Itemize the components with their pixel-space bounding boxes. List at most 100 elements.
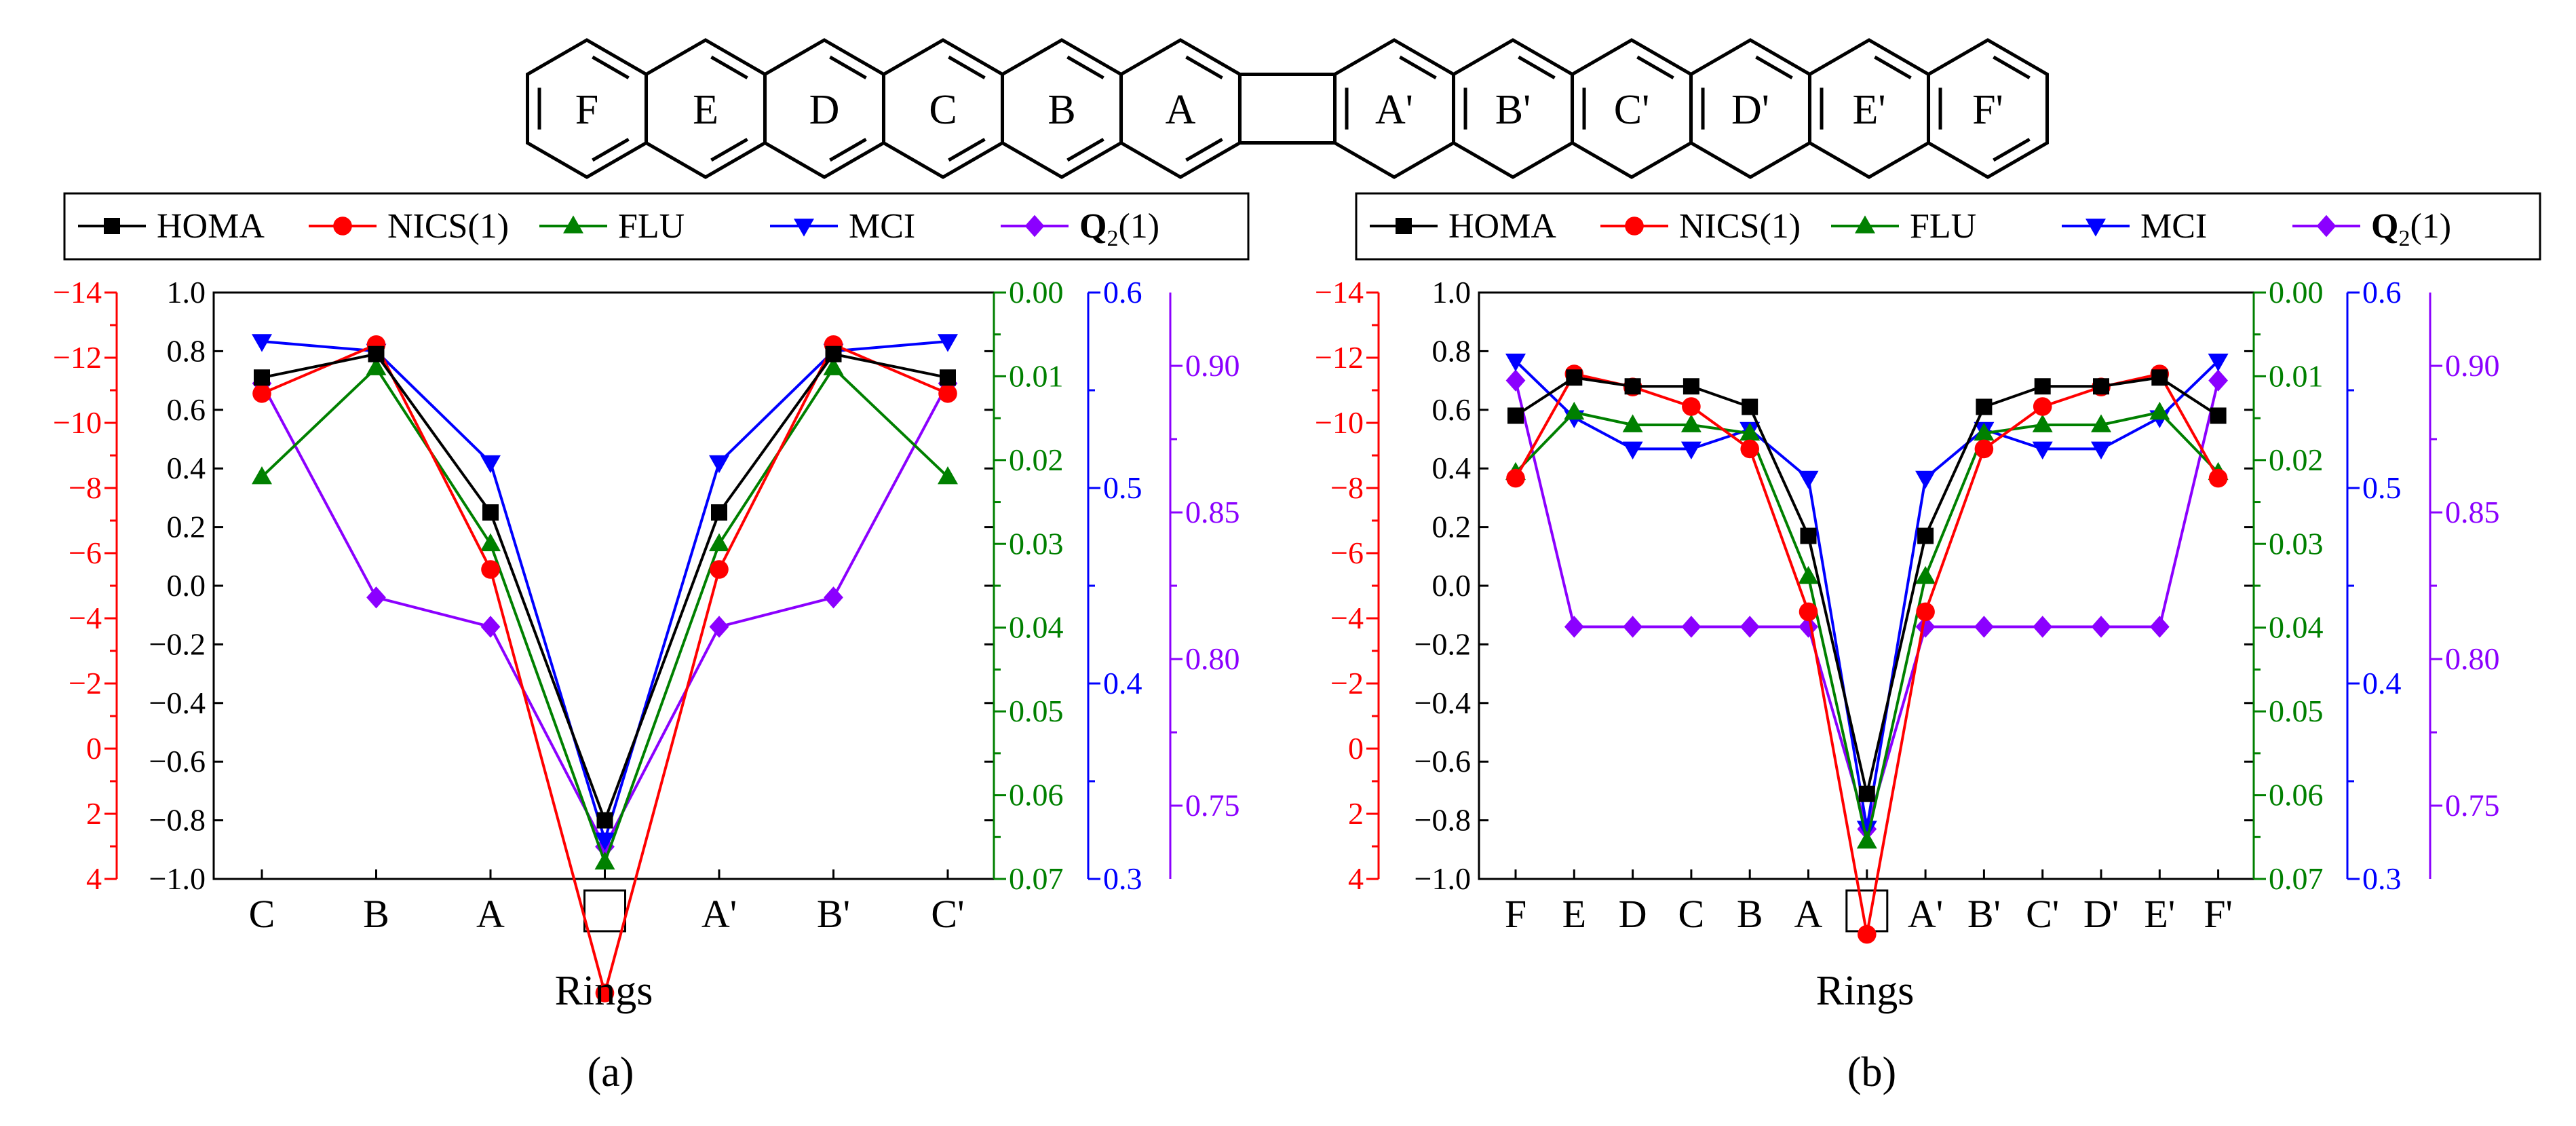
axis-tick-label: 0.4 [1103,666,1142,700]
homa-tick-label: 0.0 [1432,568,1472,603]
double-bond [1874,55,1912,79]
axis-tick-label: −12 [1315,340,1364,375]
data-point [2091,441,2111,459]
legend-marker [333,217,352,236]
x-axis-label: Rings [555,968,653,1014]
series-line [261,352,948,822]
data-point [709,616,729,638]
axis-q21: 0.75 0.80 0.85 0.90 [2429,293,2500,879]
axis-tick-label: 0.90 [2445,348,2500,383]
data-point [1505,369,1526,392]
axis-tick-label: −4 [69,601,102,635]
series-homa [254,345,956,829]
data-point [1916,602,1935,622]
data-point [2032,414,2053,432]
data-point [1682,397,1701,416]
axis-tick-label: 0.01 [1009,358,1064,393]
axis-tick-label: 0.80 [2445,641,2500,676]
x-tick-label: A [1794,892,1823,936]
axis-tick-label: 0.5 [2362,470,2402,505]
data-point [1915,616,1936,638]
data-point [1917,527,1934,544]
legend-label: Q2(1) [1079,207,1159,251]
double-bond [948,138,986,162]
legend-label: FLU [618,207,685,246]
data-point [1858,785,1875,802]
series-line [261,382,949,848]
data-point [1742,398,1758,415]
legend-label-text: FLU [618,207,685,246]
double-bond [1755,55,1793,79]
data-point [252,384,271,403]
x-tick-label: E [1562,892,1586,936]
legend-marker [2085,219,2106,237]
legend-marker [2316,214,2337,238]
axis-tick-label: −14 [53,275,102,309]
legend-marker [794,219,814,237]
ring-label: C' [1614,87,1650,133]
data-point [1856,821,1877,839]
data-point [940,369,956,386]
data-point [2093,378,2109,395]
data-point [1856,830,1877,849]
axis-q21: 0.75 0.80 0.85 0.90 [1169,293,1240,879]
homa-tick-label: −0.2 [1415,626,1471,661]
double-bond [592,55,630,79]
data-point [1506,468,1525,488]
ring-label: D' [1731,87,1769,133]
legend-item: NICS(1) [1600,207,1801,246]
chart-panel-a: HOMA NICS(1) FLU MCI Q2(1)−1.0−0.8−0.6−0.4−0… [53,192,1250,1095]
legend-label-subscript: 2 [2398,226,2410,251]
data-point [1681,616,1702,638]
legend-marker [1625,217,1644,236]
homa-tick-label: 0.2 [1432,510,1472,544]
x-tick-label: D' [2083,892,2119,936]
data-point [825,345,842,362]
homa-tick-label: 0.4 [1432,451,1472,485]
legend-item: MCI [770,207,915,246]
x-tick-label: C [1678,892,1705,936]
axis-flu: 0.07 0.06 0.05 0.04 0.03 0.02 0.01 0.00 [2252,275,2324,896]
homa-tick-label: −1.0 [149,861,206,896]
axis-tick-label: 0.85 [1185,495,1240,529]
ring-label: E' [1852,87,1885,133]
axis-mci: 0.3 0.4 0.5 0.6 [2346,275,2402,896]
axis-tick-label: −2 [69,666,102,700]
data-point [2208,354,2229,372]
homa-tick-label: 0.4 [167,451,206,485]
x-tick-label: E' [2144,892,2175,936]
legend-label-text: MCI [849,207,915,246]
series-homa [1507,369,2227,802]
x-tick-label: A' [1908,892,1943,936]
legend-label-text: NICS(1) [1679,207,1801,246]
data-point [480,533,501,552]
series-flu [252,357,958,870]
series-line [261,367,949,864]
double-bond [1185,138,1223,162]
data-point [1974,439,1994,459]
axis-mci: 0.3 0.4 0.5 0.6 [1087,275,1142,896]
x-tick-label: C' [2026,892,2059,936]
x-tick-label: F [1505,892,1526,936]
axis-tick-label: 0.02 [1009,443,1064,477]
x-tick-square-icon [583,889,626,933]
homa-tick-label: −0.4 [1415,686,1471,720]
x-tick-label: C [249,892,275,936]
axis-tick-label: −4 [1330,601,1364,635]
data-point [1800,527,1817,544]
legend-label: HOMA [157,207,265,246]
double-bond [1518,55,1556,79]
double-bond [1066,138,1104,162]
axis-tick-label: 0.80 [1185,641,1240,676]
plot-frame: −1.0−0.8−0.6−0.4−0.20.00.20.40.60.81.0F E… [1415,275,2255,936]
axis-tick-label: 0.6 [1103,275,1142,309]
data-point [2033,616,2053,638]
homa-tick-label: 1.0 [1432,275,1472,309]
axis-tick-label: 0.05 [2269,694,2324,728]
data-point [480,616,501,638]
legend-marker [104,218,120,234]
legend-label: MCI [849,207,915,246]
legend-label-text: HOMA [1448,207,1556,246]
legend-item: Q2(1) [1001,207,1159,251]
